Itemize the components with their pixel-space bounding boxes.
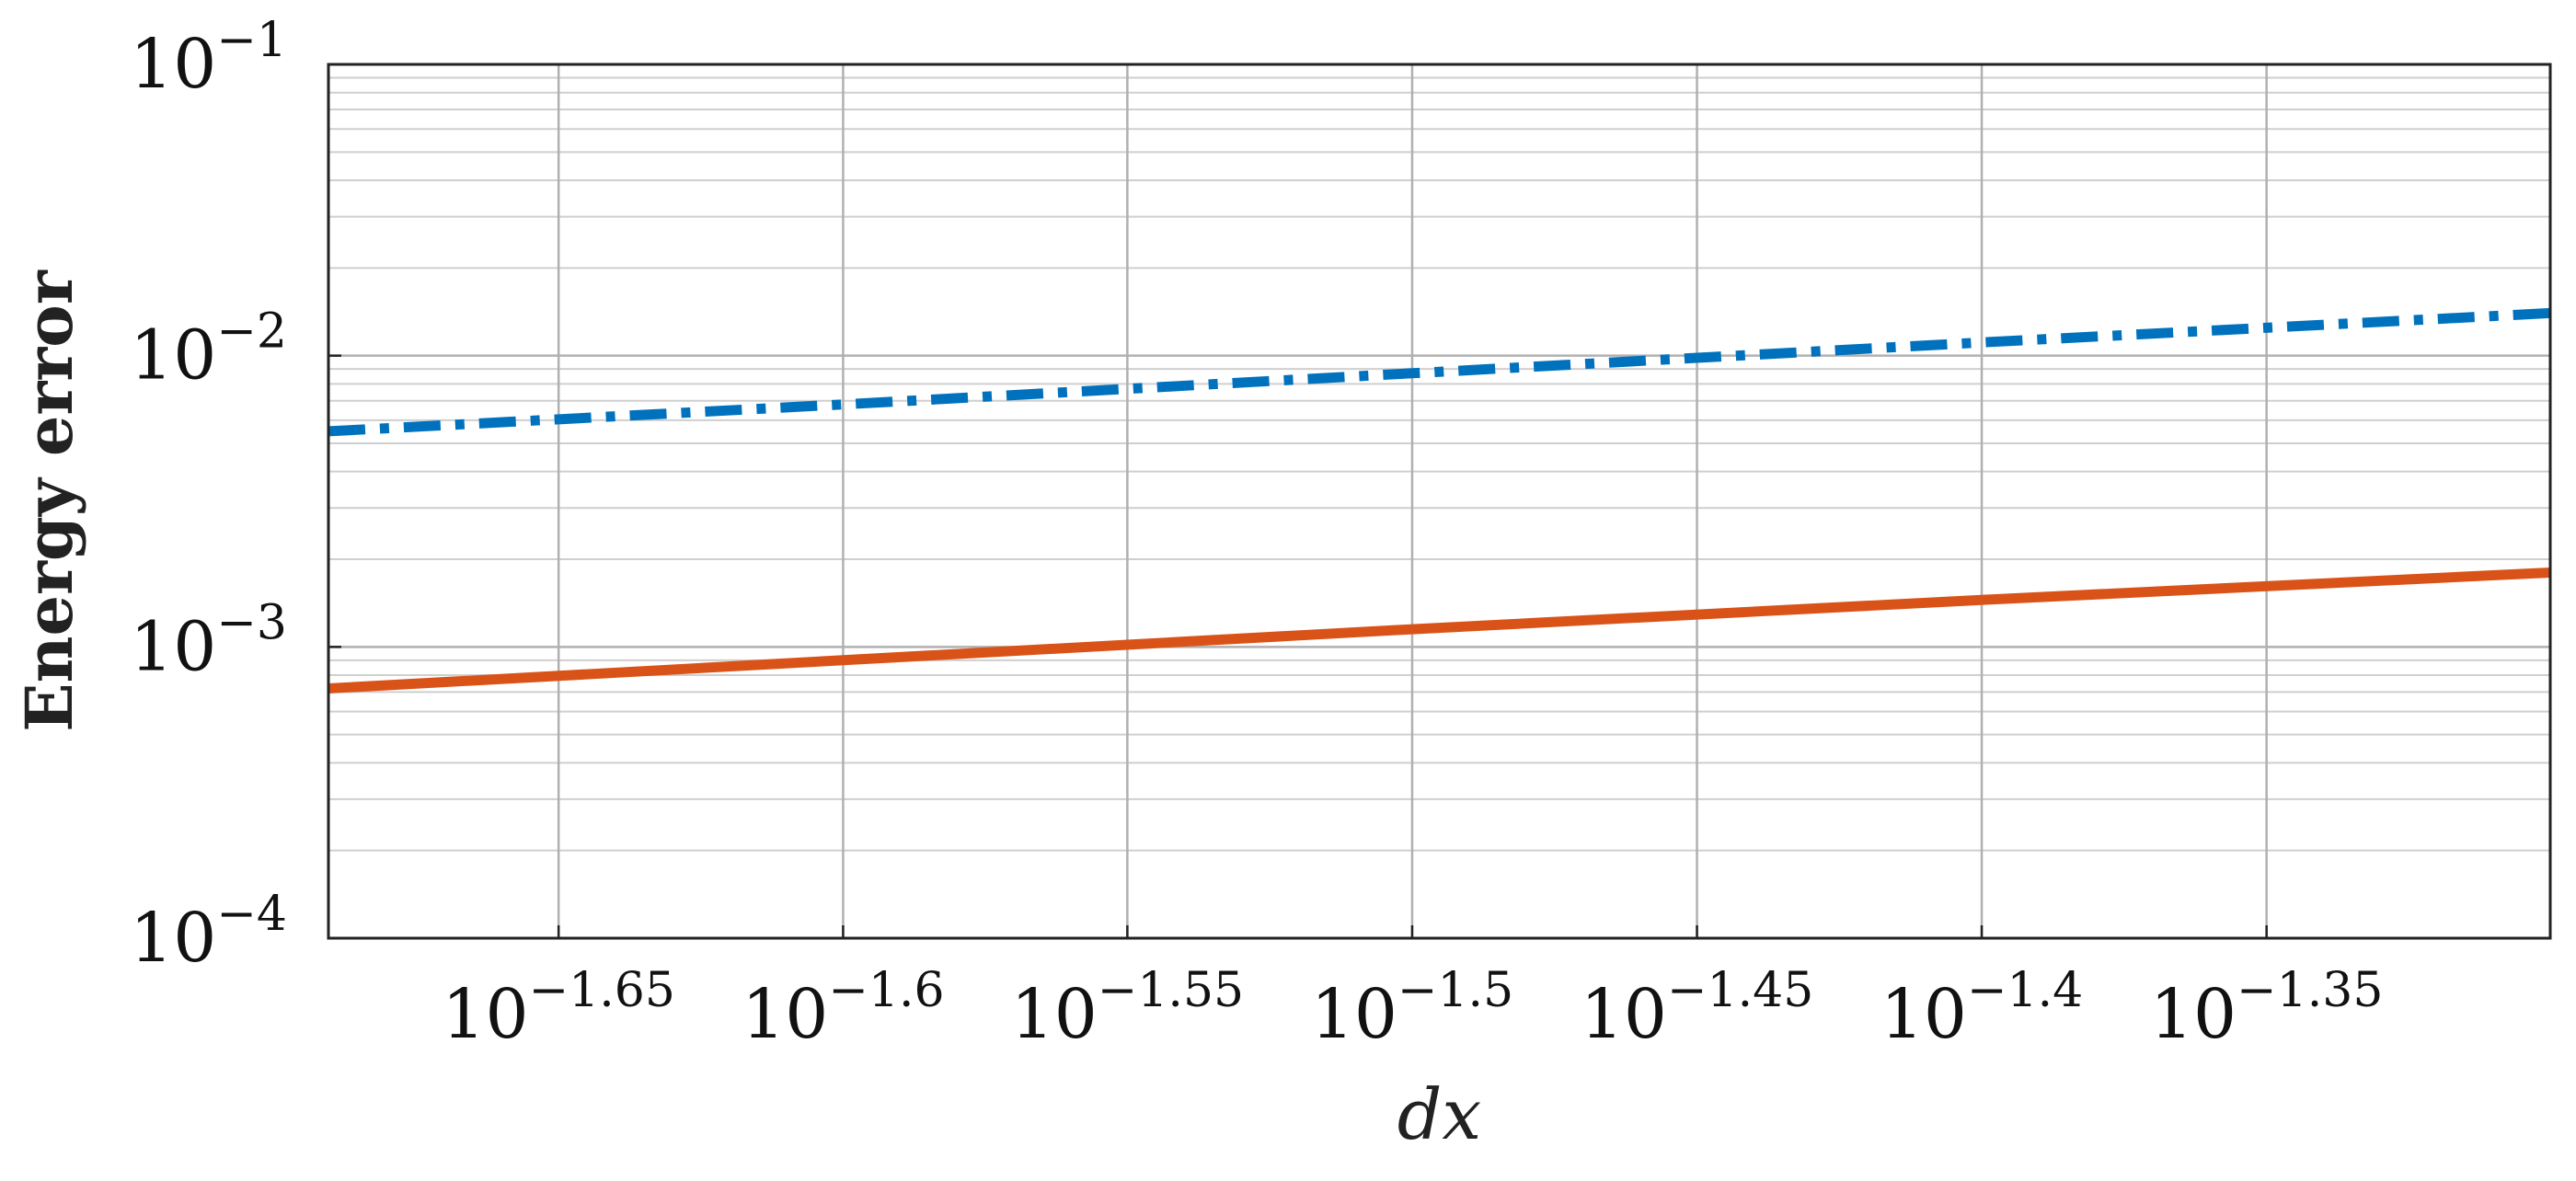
y-axis-ticks: 10−4 10−3 10−2 10−1 (130, 13, 341, 978)
y-tick-label: 10−2 (130, 304, 287, 396)
x-tick-label: 10−1.65 (442, 963, 675, 1054)
x-tick-label: 10−1.5 (1311, 963, 1513, 1054)
x-tick-label: 10−1.45 (1581, 963, 1814, 1054)
x-tick-label: 10−1.6 (742, 963, 944, 1054)
y-tick-label: 10−3 (130, 595, 287, 686)
y-tick-label: 10−4 (130, 887, 287, 978)
series-line-1 (328, 307, 2551, 437)
series-line-2 (328, 568, 2551, 694)
x-axis-ticks: 10−1.65 10−1.6 10−1.55 10−1.5 10−1.45 10−1.4 1… (442, 925, 2383, 1054)
minor-grid (328, 76, 2550, 852)
x-axis-label: dx (1397, 1073, 1482, 1155)
x-tick-label: 10−1.35 (2150, 963, 2384, 1054)
plot-frame (327, 63, 2552, 940)
x-tick-label: 10−1.4 (1880, 963, 2083, 1054)
y-tick-label: 10−1 (130, 13, 287, 104)
series-layer (328, 307, 2551, 694)
y-axis-label: Energy error (11, 269, 87, 732)
x-tick-label: 10−1.55 (1011, 963, 1245, 1054)
